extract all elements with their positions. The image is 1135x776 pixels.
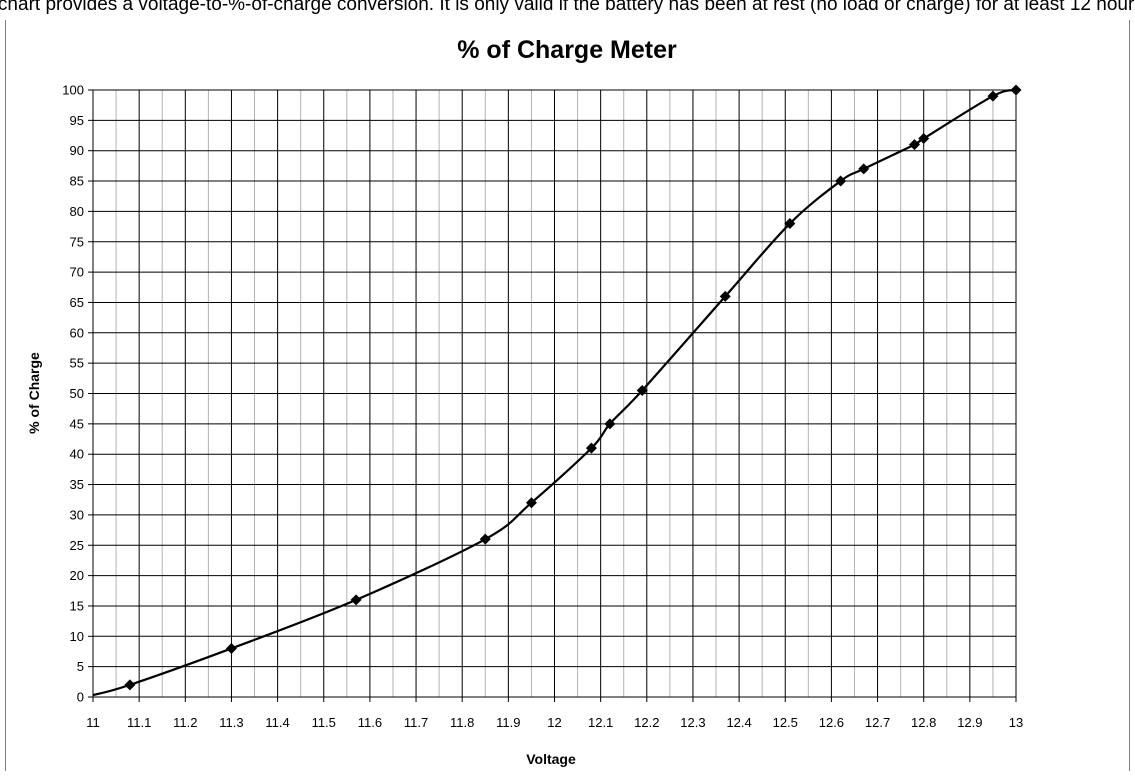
- y-tick-label: 40: [70, 447, 84, 462]
- x-tick-label: 13: [1009, 715, 1023, 730]
- axes: [88, 89, 1017, 702]
- x-tick-label: 11.5: [312, 715, 336, 730]
- y-tick-label: 45: [70, 416, 84, 431]
- y-tick-label: 5: [77, 659, 84, 674]
- y-tick-label: 10: [70, 629, 84, 644]
- x-tick-label: 12.8: [911, 715, 936, 730]
- y-tick-label: 65: [70, 295, 84, 310]
- data-point-marker: [525, 497, 537, 509]
- data-point-marker: [835, 175, 847, 187]
- page-top-text: The following chart provides a voltage-t…: [0, 0, 1135, 15]
- y-tick-label: 70: [70, 265, 84, 280]
- y-tick-label: 35: [70, 477, 84, 492]
- x-tick-label: 11.8: [450, 715, 474, 730]
- y-tick-label: 20: [70, 568, 84, 583]
- data-point-marker: [858, 163, 870, 175]
- y-tick-label: 80: [70, 204, 84, 219]
- data-markers: [124, 84, 1022, 691]
- x-tick-label: 11.4: [265, 715, 289, 730]
- x-tick-label: 12.4: [726, 715, 751, 730]
- x-axis-label: Voltage: [526, 751, 576, 767]
- x-tick-labels: 11 11.1 11.2 11.3 11.4 11.5 11.6 11.7 11.8 11.9 12…: [86, 715, 1023, 730]
- x-tick-label: 11.3: [219, 715, 243, 730]
- data-point-marker: [784, 218, 796, 230]
- y-tick-label: 50: [70, 386, 84, 401]
- data-point-marker: [225, 642, 237, 654]
- x-tick-label: 12.9: [957, 715, 982, 730]
- data-point-marker: [1010, 84, 1022, 96]
- data-point-marker: [479, 533, 491, 545]
- data-point-marker: [585, 442, 597, 454]
- x-tick-label: 11: [86, 715, 100, 730]
- data-point-marker: [987, 90, 999, 102]
- data-point-marker: [604, 418, 616, 430]
- data-point-marker: [636, 384, 648, 396]
- y-tick-label: 55: [70, 356, 84, 371]
- x-tick-label: 11.6: [358, 715, 382, 730]
- x-tick-label: 12: [547, 715, 561, 730]
- y-tick-label: 90: [70, 143, 84, 158]
- data-point-marker: [719, 290, 731, 302]
- x-tick-label: 12.3: [680, 715, 705, 730]
- y-tick-label: 60: [70, 325, 84, 340]
- x-tick-label: 12.6: [819, 715, 844, 730]
- data-point-marker: [918, 133, 930, 145]
- x-tick-label: 11.7: [404, 715, 428, 730]
- y-tick-label: 30: [70, 507, 84, 522]
- major-gridlines: [92, 89, 1017, 698]
- x-tick-label: 12.2: [634, 715, 659, 730]
- y-tick-label: 25: [70, 538, 84, 553]
- y-tick-label: 0: [77, 690, 84, 705]
- y-tick-labels: 0 5 10 15 20 25 30 35 40 45 50 55 60 65 70 75 80 85 90 95 10…: [62, 83, 84, 705]
- y-axis-label: % of Charge: [26, 352, 42, 434]
- x-tick-label: 12.7: [865, 715, 890, 730]
- chart-title: % of Charge Meter: [457, 36, 677, 64]
- data-point-marker: [124, 679, 136, 691]
- chart-area-border: [5, 20, 1130, 771]
- x-tick-label: 11.1: [127, 715, 151, 730]
- x-tick-label: 12.5: [773, 715, 798, 730]
- y-tick-label: 95: [70, 113, 84, 128]
- x-tick-label: 12.1: [588, 715, 613, 730]
- y-tick-label: 85: [70, 174, 84, 189]
- x-tick-label: 11.2: [173, 715, 197, 730]
- y-tick-label: 75: [70, 234, 84, 249]
- y-tick-label: 100: [62, 83, 84, 98]
- y-tick-label: 15: [70, 598, 84, 613]
- data-point-marker: [350, 594, 362, 606]
- x-tick-label: 11.9: [496, 715, 520, 730]
- data-point-marker: [908, 139, 920, 151]
